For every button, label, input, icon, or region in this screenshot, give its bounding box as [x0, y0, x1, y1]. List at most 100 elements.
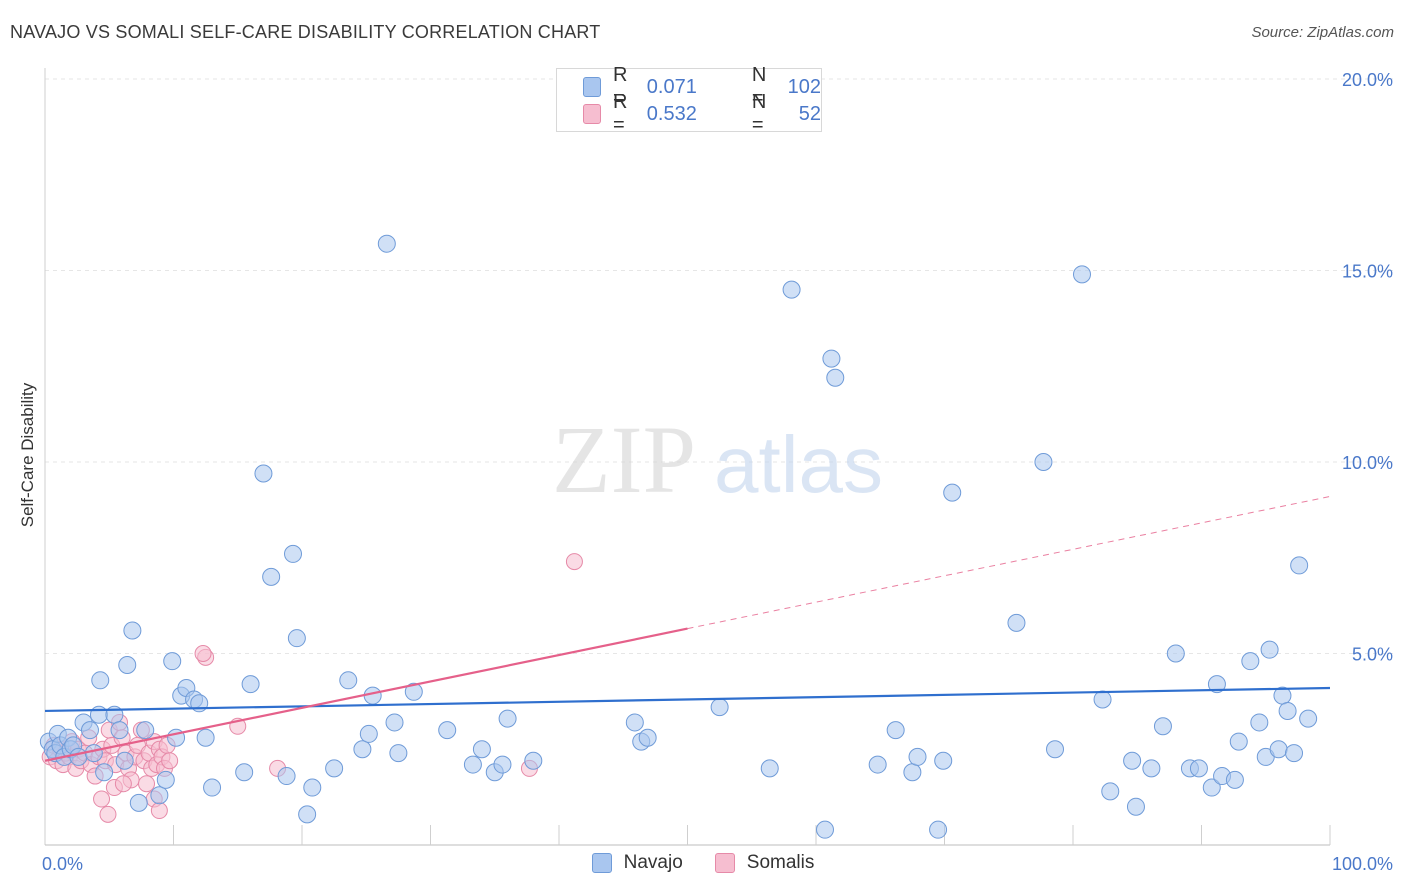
navajo-point [886, 721, 905, 740]
navajo-point [438, 721, 457, 740]
somali-point [194, 645, 212, 662]
series-legend-navajo[interactable]: Navajo [591, 852, 683, 874]
navajo-point [385, 713, 404, 732]
navajo-point [203, 778, 222, 797]
y-tick-label-15: 15.0% [1342, 262, 1393, 282]
navajo-point [150, 786, 169, 805]
somali-point [138, 775, 156, 793]
navajo-point [377, 234, 396, 253]
navajo-point [1007, 613, 1026, 632]
legend-row-somalis: R = 0.532 N = 52 [583, 91, 821, 136]
navajo-point [84, 744, 103, 763]
navajo-point [389, 744, 408, 763]
navajo-point [1189, 759, 1208, 778]
navajo-point [1046, 740, 1065, 759]
navajo-point [118, 655, 137, 674]
navajo-point [1034, 453, 1053, 471]
navajo-point [123, 621, 142, 640]
navajo-point [1241, 652, 1260, 671]
legend-n-label: N = [751, 64, 767, 109]
navajo-point [353, 740, 372, 759]
axes [44, 68, 1331, 846]
somali-trend-line-extrapolated [687, 495, 1331, 630]
navajo-point [136, 721, 155, 740]
navajo-point [1093, 690, 1112, 709]
navajo-point [1225, 770, 1244, 789]
navajo-point [156, 770, 175, 789]
y-tick-label-5: 5.0% [1352, 645, 1393, 665]
somali-point [99, 805, 117, 823]
navajo-point [625, 713, 644, 732]
watermark: ZIP atlas [552, 406, 883, 513]
somali-point [161, 752, 179, 770]
navajo-point [339, 671, 358, 690]
x-tick-label-100: 100.0% [1332, 854, 1393, 874]
y-tick-label-20: 20.0% [1342, 70, 1393, 90]
navajo-point [1229, 732, 1248, 751]
navajo-point [1250, 713, 1269, 732]
navajo-point [868, 755, 887, 774]
chart-source: Source: ZipAtlas.com [1251, 24, 1394, 41]
navajo-point [498, 709, 517, 728]
somali-trend-line [44, 627, 688, 762]
navajo-point [115, 751, 134, 770]
navajo-point [404, 682, 423, 701]
series-swatch-navajo [591, 853, 612, 873]
series-legend-somalis[interactable]: Somalis [714, 852, 814, 874]
navajo-point [163, 652, 182, 671]
legend-swatch-navajo [583, 77, 602, 97]
navajo-point [1260, 640, 1279, 659]
navajo-trend-line [44, 686, 1331, 713]
legend-r-value-navajo: 0.071 [646, 75, 697, 98]
navajo-point [1153, 717, 1172, 736]
navajo-point [196, 728, 215, 747]
correlation-legend: R = 0.071 N = 102 R = 0.532 N = 52 [556, 64, 822, 136]
navajo-point [298, 805, 317, 824]
series-swatch-somalis [714, 853, 735, 873]
navajo-point [359, 724, 378, 743]
navajo-point [934, 751, 953, 770]
navajo-point [1278, 701, 1297, 720]
navajo-point [91, 671, 110, 690]
chart-title: NAVAJO VS SOMALI SELF-CARE DISABILITY CO… [10, 22, 601, 42]
navajo-point [1101, 782, 1120, 801]
navajo-point [1126, 797, 1145, 816]
series-legend: Navajo Somalis [0, 852, 1406, 874]
watermark-atlas: atlas [714, 420, 883, 509]
navajo-point [903, 763, 922, 782]
navajo-point [1299, 709, 1318, 728]
navajo-point [472, 740, 491, 759]
navajo-point [1123, 751, 1142, 770]
legend-n-value-navajo: 102 [787, 75, 821, 98]
navajo-point [254, 464, 273, 483]
tick-labels: 5.0% 10.0% 15.0% 20.0% 0.0% 100.0% [42, 70, 1393, 874]
legend-r-label: R = [613, 91, 628, 136]
navajo-point [284, 544, 303, 563]
navajo-point [524, 751, 543, 770]
legend-swatch-somalis [583, 104, 602, 124]
series-label-navajo: Navajo [623, 852, 683, 873]
somali-point [114, 775, 132, 793]
navajo-point [710, 698, 729, 717]
legend-r-label: R = [613, 64, 628, 109]
navajo-point [1207, 675, 1226, 694]
somali-point [150, 802, 168, 820]
navajo-point [1285, 744, 1304, 763]
navajo-point [1202, 778, 1221, 797]
navajo-point [1269, 740, 1288, 759]
trend-lines [44, 495, 1331, 762]
navajo-point [638, 728, 657, 747]
somali-point [565, 553, 583, 571]
navajo-point [235, 763, 254, 782]
navajo-point [822, 349, 841, 368]
navajo-point [1142, 759, 1161, 778]
navajo-point [463, 755, 482, 774]
navajo-point [95, 763, 114, 782]
navajo-point [1290, 556, 1309, 575]
navajo-point [325, 759, 344, 778]
navajo-point [782, 280, 801, 299]
navajo-point [287, 629, 306, 648]
navajo-point [303, 778, 322, 797]
grid-lines [45, 78, 1395, 654]
x-tick-label-0: 0.0% [42, 854, 83, 874]
